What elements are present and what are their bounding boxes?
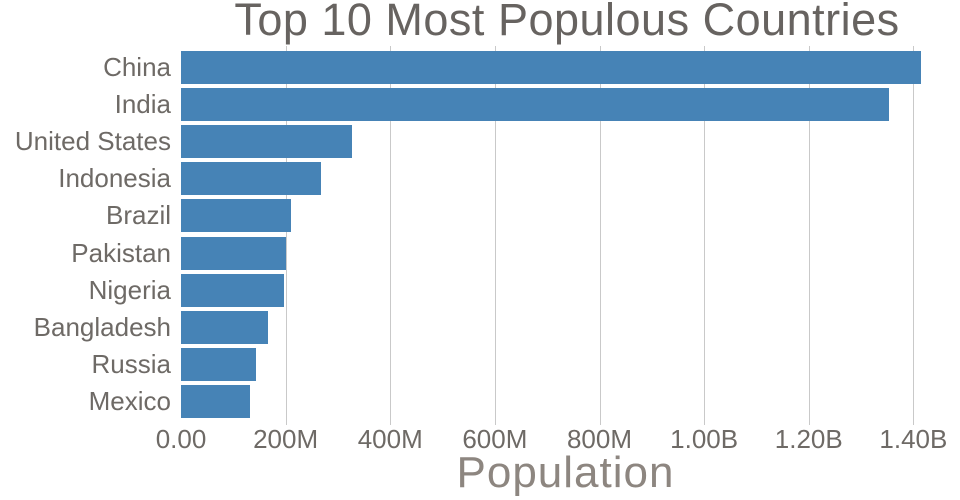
y-axis-label: Nigeria [88, 274, 171, 305]
bar-row [181, 197, 950, 234]
gridline [913, 46, 915, 425]
bar-row [181, 123, 950, 160]
x-tick-label: 0.00 [155, 424, 207, 454]
x-tick-label: 200M [253, 424, 319, 454]
bar-series [181, 49, 950, 420]
y-axis-label: Mexico [88, 385, 171, 416]
bar [181, 236, 287, 270]
y-axis-labels: China India United States Indonesia Brazil Pa… [0, 49, 171, 420]
gridline [494, 46, 496, 425]
gridlines [181, 46, 950, 425]
gridline [390, 46, 392, 425]
x-tick-label: 600M [462, 424, 528, 454]
plot-area [181, 46, 950, 425]
y-axis-label: Indonesia [58, 163, 171, 194]
y-axis-label: China [103, 52, 171, 83]
gridline [704, 46, 706, 425]
x-tick-label: 1.40B [879, 424, 948, 454]
bar [181, 347, 257, 381]
gridline [599, 46, 601, 425]
x-tick-label: 400M [357, 424, 423, 454]
y-axis-label: United States [14, 126, 171, 157]
bar-row [181, 383, 950, 420]
x-axis-ticks: 0.00 200M 400M 600M 800M 1.00B 1.20B 1.40B [156, 424, 950, 454]
bar-row [181, 234, 950, 271]
gridline [285, 46, 287, 425]
gridline [808, 46, 810, 425]
bar [181, 125, 353, 159]
bar [181, 51, 922, 85]
bar-row [181, 86, 950, 123]
bar-row [181, 346, 950, 383]
bar-row [181, 272, 950, 309]
chart-title: Top 10 Most Populous Countries [234, 0, 900, 45]
x-axis-title: Population [456, 448, 675, 497]
x-tick-label: 1.20B [774, 424, 843, 454]
bar-row [181, 49, 950, 86]
x-tick-label: 800M [566, 424, 633, 454]
y-axis-label: Bangladesh [33, 311, 171, 342]
bar [181, 199, 292, 233]
x-tick-label: 1.00B [670, 424, 739, 454]
bar [181, 88, 890, 122]
bar [181, 384, 250, 418]
bar [181, 310, 268, 344]
y-axis-label: Pakistan [71, 237, 171, 268]
bar [181, 273, 284, 307]
y-axis-label: Russia [91, 348, 171, 379]
y-axis-label: Brazil [105, 200, 171, 231]
bar [181, 162, 321, 196]
bar-row [181, 309, 950, 346]
bar-row [181, 160, 950, 197]
y-axis-label: India [114, 89, 171, 120]
